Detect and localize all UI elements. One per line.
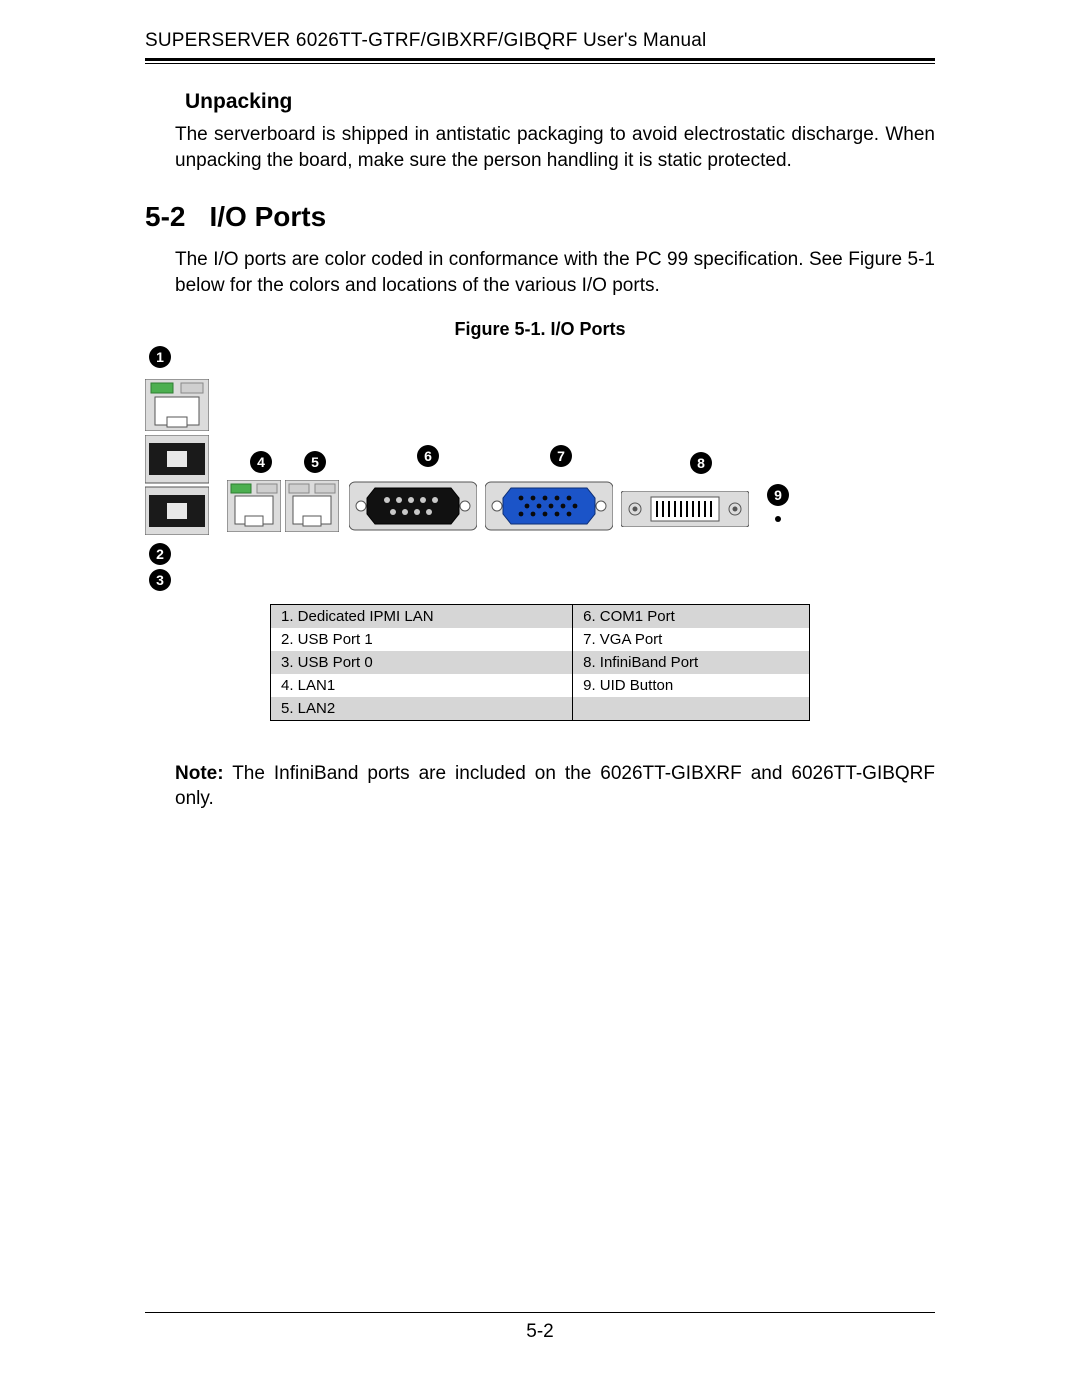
legend-cell: 4. LAN1 [271, 674, 573, 697]
callout-3: 3 [149, 569, 171, 591]
figure-io-ports: 1 4 5 6 7 8 9 2 3 [145, 346, 805, 596]
running-head: SUPERSERVER 6026TT-GTRF/GIBXRF/GIBQRF Us… [145, 30, 935, 52]
footer: 5-2 [145, 1312, 935, 1343]
port-usb-stack-icon [145, 435, 209, 535]
callout-1: 1 [149, 346, 171, 368]
table-row: 2. USB Port 1 7. VGA Port [271, 628, 810, 651]
port-com1-icon [349, 478, 477, 534]
section-intro: The I/O ports are color coded in conform… [175, 247, 935, 298]
note-paragraph: Note: The InfiniBand ports are included … [175, 761, 935, 812]
callout-2: 2 [149, 543, 171, 565]
port-vga-icon [485, 478, 613, 534]
table-row: 4. LAN1 9. UID Button [271, 674, 810, 697]
note-body: The InfiniBand ports are included on the… [175, 763, 935, 810]
footer-rule [145, 1312, 935, 1313]
figure-caption: Figure 5-1. I/O Ports [145, 319, 935, 340]
legend-cell: 3. USB Port 0 [271, 651, 573, 674]
unpacking-body: The serverboard is shipped in antistatic… [175, 122, 935, 173]
callout-8: 8 [690, 452, 712, 474]
note-label: Note: [175, 763, 224, 784]
legend-cell: 9. UID Button [573, 674, 810, 697]
callout-7: 7 [550, 445, 572, 467]
port-lan1-icon [227, 480, 281, 532]
header-rule-thick [145, 58, 935, 61]
legend-cell: 6. COM1 Port [573, 604, 810, 628]
port-infiniband-icon [621, 491, 749, 527]
port-ipmi-lan-icon [145, 379, 209, 431]
callout-6: 6 [417, 445, 439, 467]
page-number: 5-2 [145, 1321, 935, 1343]
legend-cell: 5. LAN2 [271, 697, 573, 721]
callout-4: 4 [250, 451, 272, 473]
legend-cell: 7. VGA Port [573, 628, 810, 651]
table-row: 5. LAN2 [271, 697, 810, 721]
legend-cell: 8. InfiniBand Port [573, 651, 810, 674]
section-heading: 5-2 I/O Ports [145, 201, 935, 233]
callout-5: 5 [304, 451, 326, 473]
table-row: 3. USB Port 0 8. InfiniBand Port [271, 651, 810, 674]
port-lan2-icon [285, 480, 339, 532]
table-row: 1. Dedicated IPMI LAN 6. COM1 Port [271, 604, 810, 628]
legend-cell: 2. USB Port 1 [271, 628, 573, 651]
callout-9: 9 [767, 484, 789, 506]
uid-dot-icon [775, 516, 781, 522]
unpacking-heading: Unpacking [185, 90, 935, 114]
legend-table: 1. Dedicated IPMI LAN 6. COM1 Port 2. US… [270, 604, 810, 721]
legend-cell: 1. Dedicated IPMI LAN [271, 604, 573, 628]
legend-cell [573, 697, 810, 721]
page: SUPERSERVER 6026TT-GTRF/GIBXRF/GIBQRF Us… [0, 0, 1080, 1397]
section-title: I/O Ports [209, 201, 326, 233]
header-rule-thin [145, 63, 935, 64]
section-number: 5-2 [145, 201, 185, 233]
